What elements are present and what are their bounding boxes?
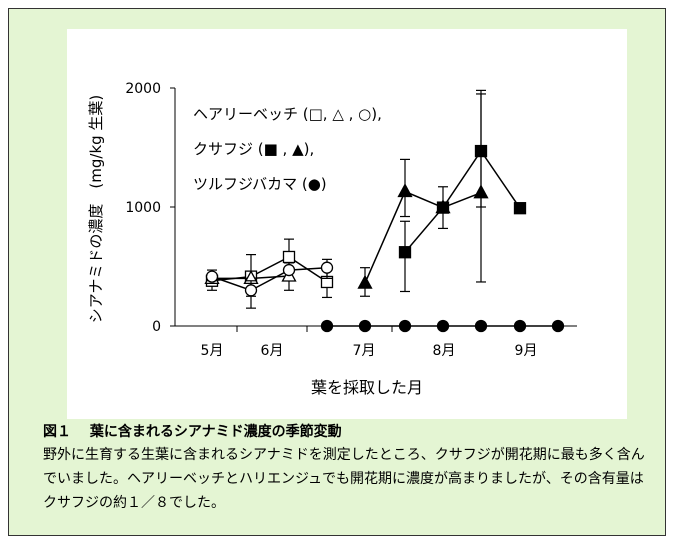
series-line <box>404 149 521 253</box>
caption-title: 図１ 葉に含まれるシアナミド濃度の季節変動 <box>43 424 342 440</box>
y-tick-label: 2000 <box>125 81 161 97</box>
x-tick-label: 8月 <box>433 343 456 359</box>
x-tick-label: 6月 <box>261 343 284 359</box>
figure-frame: 0 1000 2000 5月 6月 7月 8月 9月葉を採取した月 シアナミドの濃度 (mg/k… <box>8 8 666 536</box>
figure-caption: 図１ 葉に含まれるシアナミド濃度の季節変動 野外に生育する生葉に含まれるシアナミ… <box>43 421 653 515</box>
x-tick-label: 5月 <box>201 343 224 359</box>
legend-entry: ツルフジバカマ (●) <box>193 175 327 193</box>
open-circle-marker <box>320 261 334 274</box>
open-circle-marker <box>205 270 219 283</box>
filled-circle-marker <box>320 319 334 333</box>
filled-circle-marker <box>474 319 488 333</box>
y-tick-label: 0 <box>152 319 161 335</box>
filled-triangle-marker <box>357 274 373 289</box>
filled-circle-marker <box>436 319 450 333</box>
filled-triangle-marker <box>435 199 451 214</box>
series-group <box>398 93 527 293</box>
filled-circle-marker <box>513 319 527 333</box>
series-group <box>320 319 565 333</box>
series-group <box>357 89 489 297</box>
filled-square-marker <box>513 202 527 215</box>
filled-triangle-marker <box>397 183 413 198</box>
caption-body: 野外に生育する生葉に含まれるシアナミドを測定したところ、クサフジが開花期に最も多… <box>43 447 645 511</box>
open-circle-marker <box>282 263 296 277</box>
filled-triangle-marker <box>473 184 489 199</box>
open-circle-marker <box>244 284 258 297</box>
open-square-marker <box>282 250 296 264</box>
y-tick-label: 1000 <box>125 200 161 216</box>
legend-entry: クサフジ (■ , ▲), <box>193 140 314 158</box>
legend-entry: ヘアリーベッチ (□, △ , ○), <box>193 105 382 123</box>
filled-circle-marker <box>358 319 372 333</box>
x-tick-label: 7月 <box>353 343 376 359</box>
filled-circle-marker <box>551 319 565 333</box>
series-line <box>364 190 482 284</box>
filled-circle-marker <box>398 319 412 333</box>
filled-square-marker <box>398 246 412 259</box>
series-line <box>211 266 328 292</box>
x-tick-label: 9月 <box>515 343 538 359</box>
x-axis-title: 葉を採取した月 <box>311 378 423 397</box>
plot-panel: 0 1000 2000 5月 6月 7月 8月 9月葉を採取した月 シアナミドの濃度 (mg/k… <box>67 29 627 419</box>
y-axis-title: シアナミドの濃度 (mg/kg 生葉) <box>87 95 105 324</box>
series-group <box>205 258 334 309</box>
